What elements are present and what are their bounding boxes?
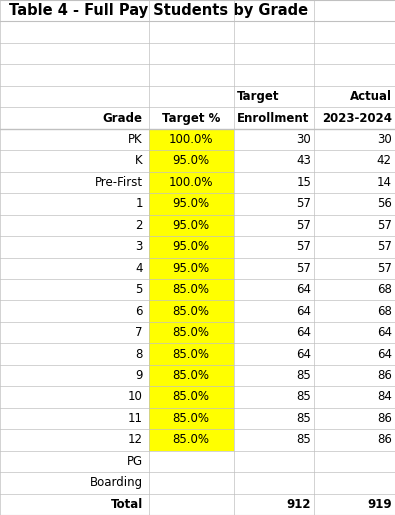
Bar	[149, 171, 233, 193]
Text: Table 4 - Full Pay Students by Grade: Table 4 - Full Pay Students by Grade	[9, 3, 308, 18]
Text: 68: 68	[377, 283, 392, 296]
Bar	[149, 386, 233, 408]
Text: 95.0%: 95.0%	[173, 241, 210, 253]
Text: 95.0%: 95.0%	[173, 197, 210, 210]
Text: 85: 85	[296, 369, 311, 382]
Text: 86: 86	[377, 434, 392, 447]
Text: 86: 86	[377, 369, 392, 382]
Bar	[149, 322, 233, 344]
Text: Grade: Grade	[103, 112, 143, 125]
Text: 1: 1	[135, 197, 143, 210]
Text: 14: 14	[377, 176, 392, 189]
Text: 85.0%: 85.0%	[173, 305, 210, 318]
Text: 56: 56	[377, 197, 392, 210]
Text: 11: 11	[128, 412, 143, 425]
Text: 6: 6	[135, 305, 143, 318]
Bar	[149, 408, 233, 429]
Text: 57: 57	[377, 262, 392, 274]
Text: 30: 30	[296, 133, 311, 146]
Text: 85: 85	[296, 390, 311, 403]
Text: 57: 57	[377, 241, 392, 253]
Text: 95.0%: 95.0%	[173, 262, 210, 274]
Text: 2: 2	[135, 219, 143, 232]
Text: Pre-First: Pre-First	[94, 176, 143, 189]
Bar	[149, 129, 233, 150]
Text: 95.0%: 95.0%	[173, 154, 210, 167]
Text: K: K	[135, 154, 143, 167]
Text: 64: 64	[296, 326, 311, 339]
Text: 42: 42	[377, 154, 392, 167]
Text: 85: 85	[296, 434, 311, 447]
Text: 57: 57	[296, 219, 311, 232]
Text: PG: PG	[126, 455, 143, 468]
Text: 57: 57	[296, 197, 311, 210]
Text: 64: 64	[296, 348, 311, 360]
Text: 95.0%: 95.0%	[173, 219, 210, 232]
Bar	[149, 258, 233, 279]
Text: 86: 86	[377, 412, 392, 425]
Text: Target %: Target %	[162, 112, 220, 125]
Bar	[149, 150, 233, 171]
Text: 5: 5	[135, 283, 143, 296]
Text: 68: 68	[377, 305, 392, 318]
Bar	[149, 236, 233, 258]
Text: Enrollment: Enrollment	[237, 112, 309, 125]
Text: 85.0%: 85.0%	[173, 434, 210, 447]
Text: 85.0%: 85.0%	[173, 412, 210, 425]
Text: Total: Total	[111, 498, 143, 511]
Text: 85: 85	[296, 412, 311, 425]
Text: 7: 7	[135, 326, 143, 339]
Text: Actual: Actual	[350, 90, 392, 103]
Bar	[149, 300, 233, 322]
Text: 57: 57	[296, 262, 311, 274]
Text: 57: 57	[377, 219, 392, 232]
Bar	[149, 429, 233, 451]
Bar	[149, 365, 233, 386]
Text: 4: 4	[135, 262, 143, 274]
Text: 84: 84	[377, 390, 392, 403]
Text: 64: 64	[377, 326, 392, 339]
Text: 85.0%: 85.0%	[173, 369, 210, 382]
Text: 8: 8	[135, 348, 143, 360]
Bar	[0, 0, 395, 22]
Text: Boarding: Boarding	[90, 476, 143, 489]
Bar	[149, 344, 233, 365]
Bar	[149, 279, 233, 300]
Text: Target: Target	[237, 90, 279, 103]
Text: 919: 919	[367, 498, 392, 511]
Text: 64: 64	[296, 305, 311, 318]
Text: 12: 12	[128, 434, 143, 447]
Text: 100.0%: 100.0%	[169, 176, 213, 189]
Text: 57: 57	[296, 241, 311, 253]
Text: 64: 64	[377, 348, 392, 360]
Text: 85.0%: 85.0%	[173, 326, 210, 339]
Bar	[149, 215, 233, 236]
Text: 43: 43	[296, 154, 311, 167]
Text: 912: 912	[287, 498, 311, 511]
Text: 3: 3	[135, 241, 143, 253]
Bar	[149, 193, 233, 215]
Text: 85.0%: 85.0%	[173, 348, 210, 360]
Text: 9: 9	[135, 369, 143, 382]
Text: 100.0%: 100.0%	[169, 133, 213, 146]
Text: 85.0%: 85.0%	[173, 283, 210, 296]
Text: 10: 10	[128, 390, 143, 403]
Text: 15: 15	[296, 176, 311, 189]
Text: 85.0%: 85.0%	[173, 390, 210, 403]
Text: 64: 64	[296, 283, 311, 296]
Text: 2023-2024: 2023-2024	[322, 112, 392, 125]
Text: PK: PK	[128, 133, 143, 146]
Text: 30: 30	[377, 133, 392, 146]
